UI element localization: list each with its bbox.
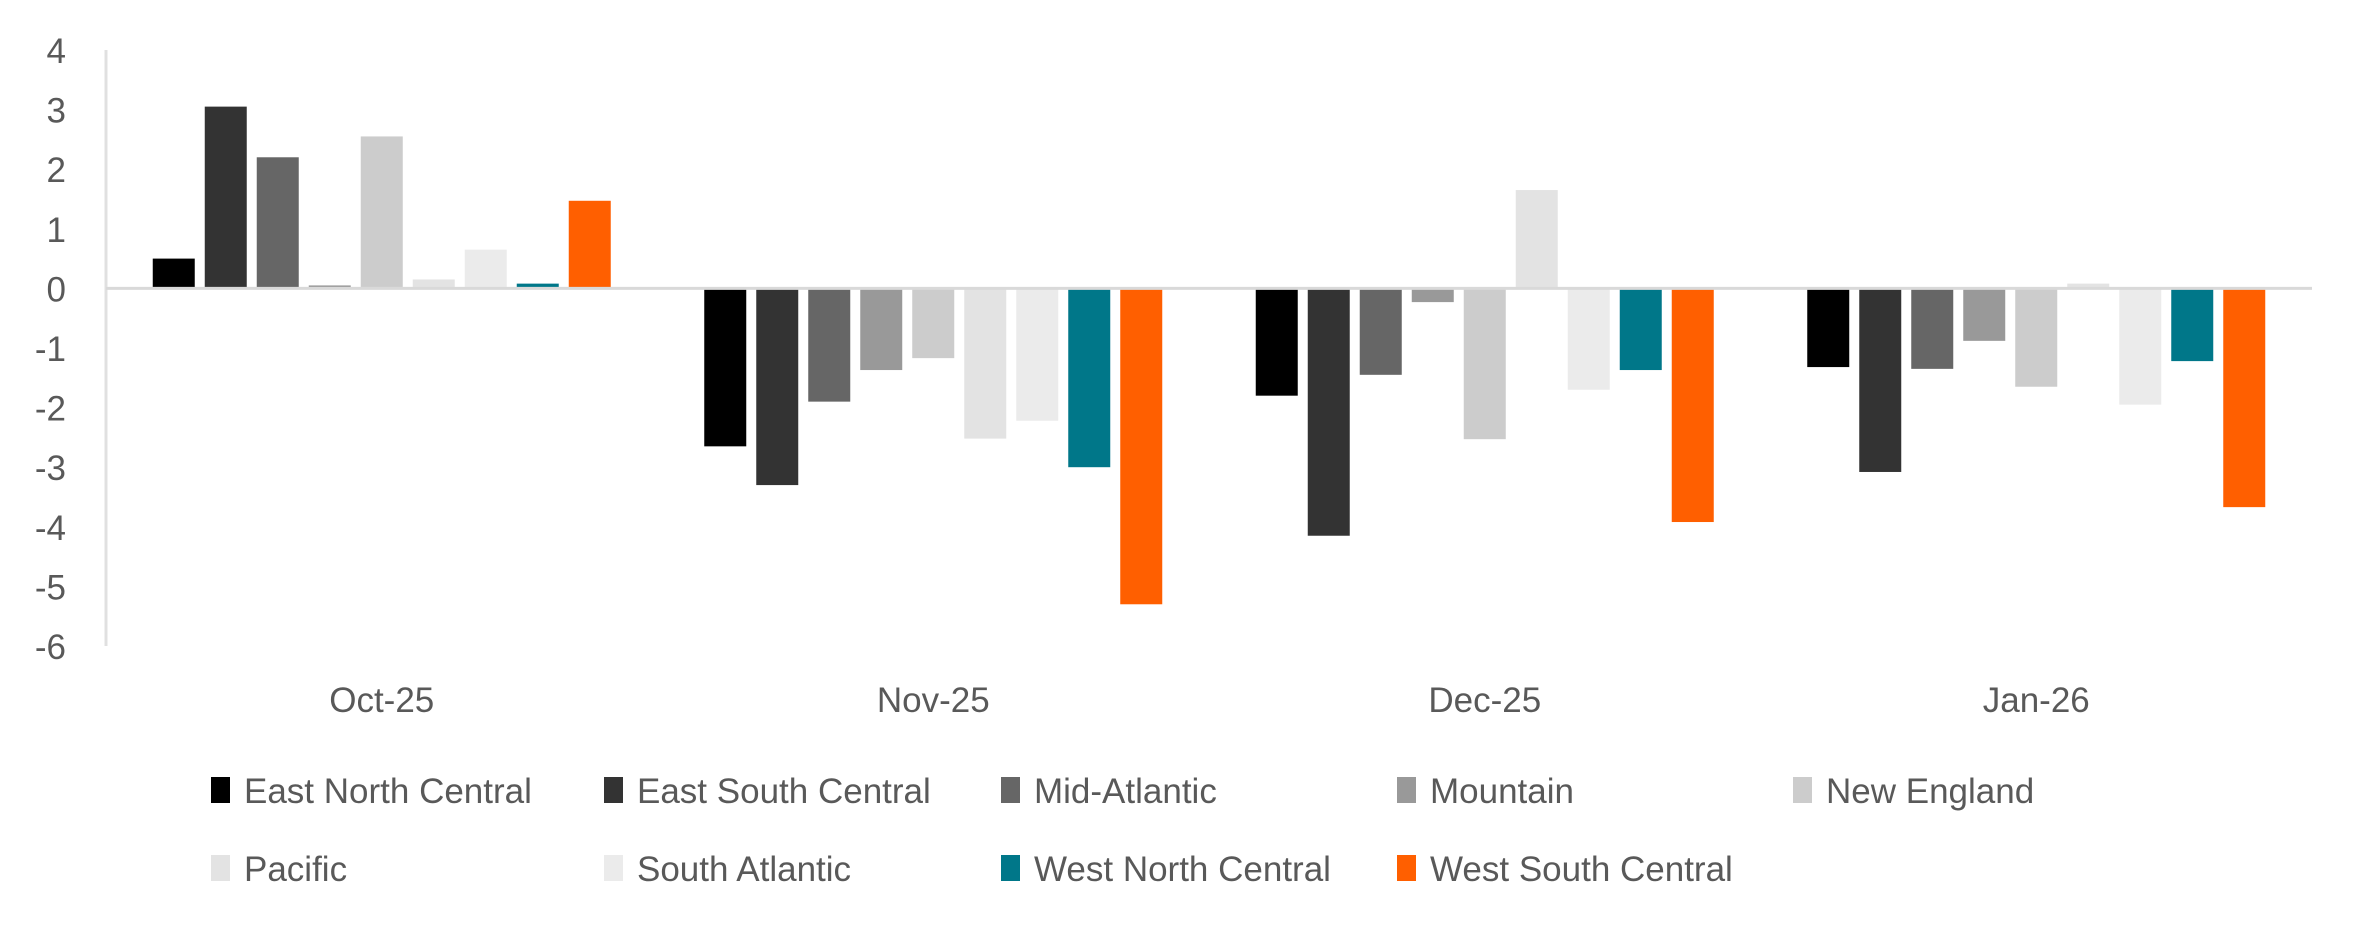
legend-item: Mountain bbox=[1397, 772, 1574, 811]
legend-swatch bbox=[604, 855, 623, 881]
bar-pacific-dec-25 bbox=[1515, 190, 1558, 289]
legend-item: East North Central bbox=[211, 772, 532, 811]
x-tick-label: Nov-25 bbox=[877, 681, 990, 720]
bar-new-england-oct-25 bbox=[360, 136, 403, 289]
legend-swatch bbox=[1001, 855, 1020, 881]
legend-swatch bbox=[211, 777, 230, 803]
x-axis-ticks: Oct-25 Nov-25 Dec-25 Jan-26 bbox=[329, 681, 2090, 720]
bar-pacific-jan-26 bbox=[2067, 283, 2110, 289]
y-tick-label: 2 bbox=[47, 151, 66, 190]
legend-item: Mid-Atlantic bbox=[1001, 772, 1217, 811]
legend-label: Mountain bbox=[1430, 772, 1574, 811]
y-tick-label: 1 bbox=[47, 211, 66, 250]
bar-south-atlantic-jan-26 bbox=[2119, 288, 2162, 405]
y-tick-label: -3 bbox=[35, 449, 66, 488]
y-tick-label: 0 bbox=[47, 270, 66, 309]
legend-swatch bbox=[1397, 777, 1416, 803]
y-tick-label: -6 bbox=[35, 628, 66, 667]
bar-mid-atlantic-oct-25 bbox=[256, 157, 299, 289]
legend-item: West North Central bbox=[1001, 850, 1331, 889]
legend-label: West North Central bbox=[1034, 850, 1331, 889]
legend-item: East South Central bbox=[604, 772, 931, 811]
bar-south-atlantic-nov-25 bbox=[1016, 288, 1059, 421]
bar-east-north-central-nov-25 bbox=[704, 288, 747, 447]
legend-item: New England bbox=[1793, 772, 2034, 811]
x-tick-label: Oct-25 bbox=[329, 681, 434, 720]
bar-west-north-central-oct-25 bbox=[516, 283, 559, 289]
x-tick-label: Jan-26 bbox=[1983, 681, 2090, 720]
legend-label: Pacific bbox=[244, 850, 347, 889]
legend-label: Mid-Atlantic bbox=[1034, 772, 1217, 811]
legend-swatch bbox=[604, 777, 623, 803]
bar-east-north-central-dec-25 bbox=[1255, 288, 1298, 396]
y-tick-label: -5 bbox=[35, 568, 66, 607]
bar-mid-atlantic-jan-26 bbox=[1911, 288, 1954, 369]
bar-east-north-central-jan-26 bbox=[1807, 288, 1850, 368]
bar-new-england-jan-26 bbox=[2015, 288, 2058, 387]
x-tick-label: Dec-25 bbox=[1428, 681, 1541, 720]
y-axis-ticks: 4 3 2 1 0 -1 -2 -3 -4 -5 -6 bbox=[35, 32, 66, 667]
legend-item: Pacific bbox=[211, 850, 347, 889]
legend: East North Central East South Central Mid-… bbox=[211, 772, 2034, 889]
y-tick-label: -4 bbox=[35, 509, 66, 548]
bar-west-south-central-jan-26 bbox=[2223, 288, 2266, 508]
legend-swatch bbox=[1397, 855, 1416, 881]
bars bbox=[152, 106, 2266, 605]
bar-mountain-nov-25 bbox=[860, 288, 903, 371]
bar-south-atlantic-dec-25 bbox=[1567, 288, 1610, 390]
bar-mountain-dec-25 bbox=[1411, 288, 1454, 303]
legend-swatch bbox=[1001, 777, 1020, 803]
bar-pacific-oct-25 bbox=[412, 279, 455, 289]
bar-mid-atlantic-nov-25 bbox=[808, 288, 851, 402]
legend-item: South Atlantic bbox=[604, 850, 851, 889]
bar-east-south-central-nov-25 bbox=[756, 288, 799, 486]
legend-swatch bbox=[1793, 777, 1812, 803]
bar-east-north-central-oct-25 bbox=[152, 258, 195, 289]
bar-east-south-central-jan-26 bbox=[1859, 288, 1902, 472]
bar-new-england-dec-25 bbox=[1463, 288, 1506, 440]
bar-mid-atlantic-dec-25 bbox=[1359, 288, 1402, 375]
y-tick-label: 4 bbox=[47, 32, 66, 71]
bar-east-south-central-oct-25 bbox=[204, 106, 247, 289]
bar-west-north-central-nov-25 bbox=[1068, 288, 1111, 468]
legend-label: West South Central bbox=[1430, 850, 1733, 889]
legend-label: New England bbox=[1826, 772, 2034, 811]
y-tick-label: 3 bbox=[47, 92, 66, 131]
bar-pacific-nov-25 bbox=[964, 288, 1007, 439]
bar-east-south-central-dec-25 bbox=[1307, 288, 1350, 536]
bar-west-south-central-nov-25 bbox=[1120, 288, 1163, 605]
bar-mountain-jan-26 bbox=[1963, 288, 2006, 341]
bar-south-atlantic-oct-25 bbox=[464, 249, 507, 289]
legend-label: East South Central bbox=[637, 772, 931, 811]
legend-label: East North Central bbox=[244, 772, 532, 811]
bar-west-south-central-oct-25 bbox=[568, 200, 611, 289]
y-tick-label: -2 bbox=[35, 390, 66, 429]
bar-west-north-central-dec-25 bbox=[1619, 288, 1662, 371]
legend-swatch bbox=[211, 855, 230, 881]
bar-new-england-nov-25 bbox=[912, 288, 955, 359]
y-tick-label: -1 bbox=[35, 330, 66, 369]
legend-label: South Atlantic bbox=[637, 850, 851, 889]
legend-item: West South Central bbox=[1397, 850, 1733, 889]
bar-west-north-central-jan-26 bbox=[2171, 288, 2214, 362]
bar-west-south-central-dec-25 bbox=[1671, 288, 1714, 523]
